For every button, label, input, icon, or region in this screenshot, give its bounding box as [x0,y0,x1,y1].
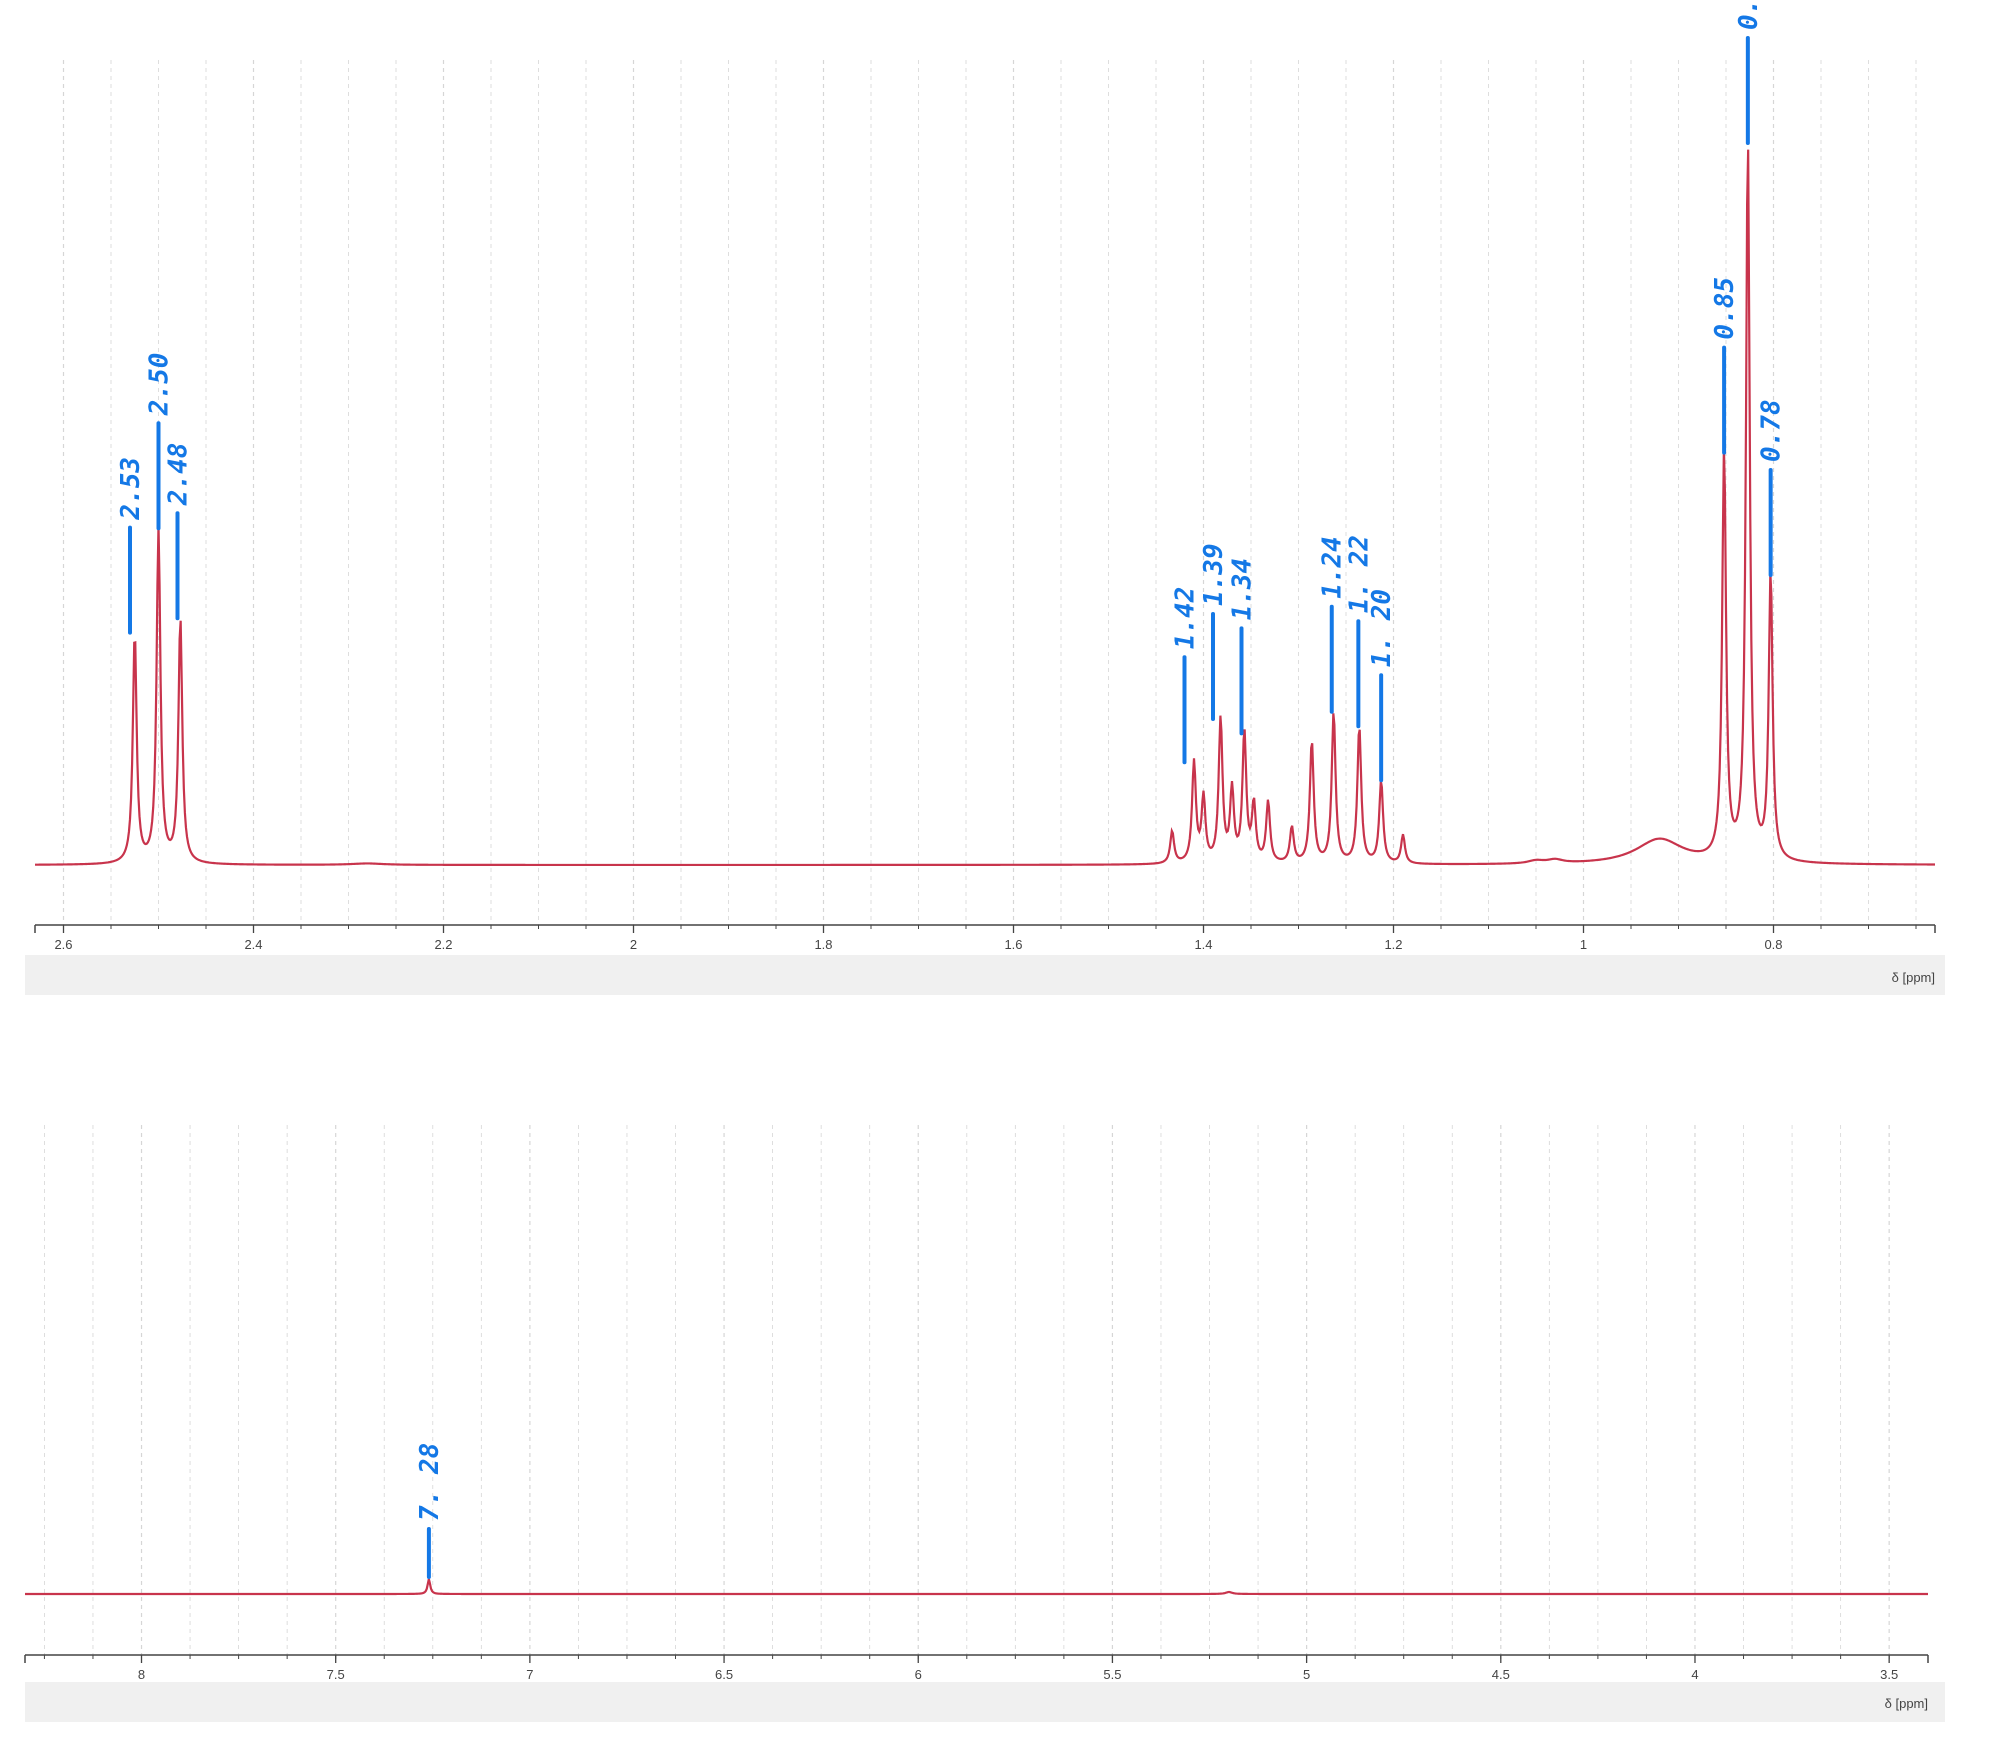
peak-label: 2.48 [164,443,194,507]
spectrum-panel-bottom: 8 7.5 7 6.5 6 5.5 5 4.5 4 3.5 7. 28 δ [ppm] [0,1110,2001,1755]
spectrum-trace [25,1578,1928,1596]
tick-label: 1 [1580,937,1587,952]
spectrum-line [25,1578,1928,1596]
tick-label: 6.5 [715,1667,733,1682]
tick-label: 4 [1691,1667,1698,1682]
tick-label: 1.8 [814,937,832,952]
grid-lines [44,1125,1890,1655]
peak-label: 2.53 [116,457,146,521]
spectrum-line [34,149,1935,867]
peak-label: 1.34 [1228,558,1258,621]
tick-label: 1.4 [1194,937,1212,952]
peak-label: 1. 22 [1344,535,1374,613]
peak-label: 2.50 [145,353,175,417]
tick-label: 1.6 [1004,937,1022,952]
tick-label: 0.8 [1764,937,1782,952]
spectrum-chart-top: 2.6 2.4 2.2 2 1.8 1.6 1.4 1.2 1 0.8 2.53 2.50 2.48 1… [34,0,1936,985]
grid-lines [62,60,1917,925]
peak-label: 0.85 [1710,277,1740,340]
peak-annotations: 2.53 2.50 2.48 1.421.391.34 1.241. 221. 20 0.… [116,0,1787,783]
x-axis: 8 7.5 7 6.5 6 5.5 5 4.5 4 3.5 [24,1654,1929,1682]
tick-label: 7.5 [327,1667,345,1682]
tick-label: 2.6 [54,937,72,952]
peak-annotations: 7. 28 [415,1443,445,1579]
tick-label: 3.5 [1880,1667,1898,1682]
peak-label: 0.78 [1757,399,1787,462]
tick-label: 7 [526,1667,533,1682]
axis-band-top [25,955,1945,995]
spectrum-panel-top: 2.6 2.4 2.2 2 1.8 1.6 1.4 1.2 1 0.8 2.53 2.50 2.48 1… [25,0,1945,995]
peak-label: 0.3 [1734,0,1764,30]
x-axis-label: δ [ppm] [1885,1696,1928,1711]
tick-label: 2.2 [434,937,452,952]
tick-label: 2.4 [244,937,262,952]
tick-label: 6 [915,1667,922,1682]
tick-label: 2 [630,937,637,952]
peak-label: 1.39 [1199,543,1229,606]
x-axis: 2.6 2.4 2.2 2 1.8 1.6 1.4 1.2 1 0.8 [34,924,1936,952]
tick-label: 4.5 [1492,1667,1510,1682]
tick-label: 5 [1303,1667,1310,1682]
tick-label: 8 [138,1667,145,1682]
peak-label: 1.24 [1318,536,1348,599]
peak-label: 1.42 [1171,587,1201,650]
spectrum-trace [34,149,1935,867]
tick-label: 1.2 [1384,937,1402,952]
peak-label: 1. 20 [1367,589,1397,667]
peak-label: 7. 28 [415,1443,445,1521]
axis-band-bottom [25,1682,1945,1722]
x-axis-label: δ [ppm] [1892,970,1935,985]
spectrum-chart-bottom: 8 7.5 7 6.5 6 5.5 5 4.5 4 3.5 7. 28 δ [ppm] [24,1125,1929,1711]
tick-label: 5.5 [1103,1667,1121,1682]
